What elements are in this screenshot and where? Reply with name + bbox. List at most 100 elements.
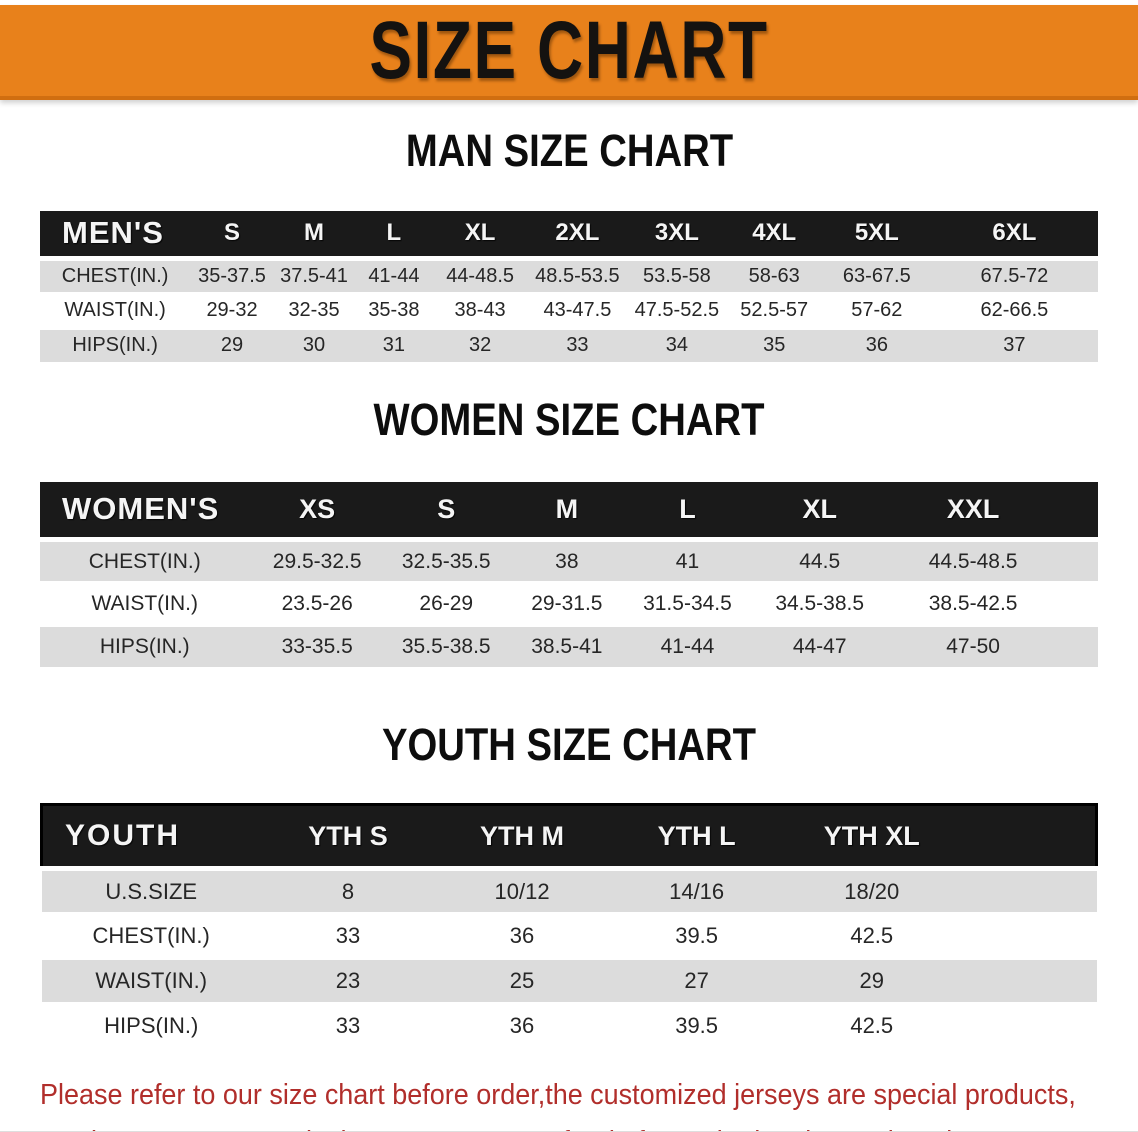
measurement-value: 47.5-52.5 xyxy=(628,293,726,330)
table-header-row: WOMEN'S XS S M L XL XXL xyxy=(40,481,1098,542)
measurement-value: 8 xyxy=(260,868,435,915)
measurement-value: 30 xyxy=(273,328,355,365)
men-size-table: MEN'S S M L XL 2XL 3XL 4XL 5XL 6XL CHEST(IN.) 35-37… xyxy=(40,211,1098,365)
size-column-header: 4XL xyxy=(725,211,823,261)
measurement-value: 36 xyxy=(435,913,610,960)
measurement-value: 32 xyxy=(433,328,527,365)
size-column-header: XL xyxy=(433,211,527,261)
women-section-heading-text: WOMEN SIZE CHART xyxy=(373,393,765,445)
measurement-value: 39.5 xyxy=(609,1003,785,1050)
footer-note: Please refer to our size chart before or… xyxy=(0,1072,1138,1132)
table-row: WAIST(IN.) 29-32 32-35 35-38 38-43 43-47.5 47.… xyxy=(40,293,1098,330)
women-size-table-wrap: WOMEN'S XS S M L XL XXL CHEST(IN.) 29.5-32.5 32.5… xyxy=(0,481,1138,670)
spacer-cell xyxy=(959,868,1097,915)
spacer-cell xyxy=(1055,582,1098,627)
spacer-cell xyxy=(1055,539,1098,584)
measurement-value: 31.5-34.5 xyxy=(626,582,749,627)
measurement-label: CHEST(IN.) xyxy=(41,913,261,960)
measurement-value: 33 xyxy=(260,1003,435,1050)
measurement-value: 35 xyxy=(725,328,823,365)
spacer-cell xyxy=(1055,625,1098,670)
measurement-value: 43-47.5 xyxy=(526,293,629,330)
size-column-header: XL xyxy=(748,481,891,542)
table-title-cell: MEN'S xyxy=(40,211,191,261)
measurement-value: 35.5-38.5 xyxy=(384,625,508,670)
table-row: CHEST(IN.) 35-37.5 37.5-41 41-44 44-48.5 48.5… xyxy=(40,258,1098,295)
table-row: WAIST(IN.) 23 25 27 29 xyxy=(41,958,1097,1005)
measurement-label: WAIST(IN.) xyxy=(40,582,250,627)
footer-note-line-2: we don't accept cancel, change, teturn o… xyxy=(40,1119,1061,1132)
measurement-label: WAIST(IN.) xyxy=(40,293,191,330)
table-header-row: MEN'S S M L XL 2XL 3XL 4XL 5XL 6XL xyxy=(40,211,1098,261)
size-column-header: XS xyxy=(249,481,385,542)
size-column-header: M xyxy=(507,481,627,542)
measurement-value: 67.5-72 xyxy=(930,258,1098,295)
size-column-header: YTH XL xyxy=(784,804,960,871)
table-row: HIPS(IN.) 29 30 31 32 33 34 35 36 37 xyxy=(40,328,1098,365)
man-section-heading-text: MAN SIZE CHART xyxy=(405,125,733,176)
measurement-value: 25 xyxy=(435,958,610,1005)
measurement-value: 41-44 xyxy=(354,258,434,295)
measurement-value: 44-47 xyxy=(748,625,891,670)
youth-size-chart-section: YOUTH SIZE CHART YOUTH YTH S YTH M YTH L YTH… xyxy=(0,720,1138,1050)
footer-note-line-1: Please refer to our size chart before or… xyxy=(40,1079,1076,1111)
measurement-value: 32-35 xyxy=(273,293,355,330)
measurement-value: 23 xyxy=(260,958,435,1005)
measurement-label: CHEST(IN.) xyxy=(40,258,191,295)
measurement-value: 35-38 xyxy=(354,293,434,330)
size-column-header: XXL xyxy=(890,481,1056,542)
measurement-value: 44-48.5 xyxy=(433,258,527,295)
measurement-value: 52.5-57 xyxy=(725,293,823,330)
women-size-table: WOMEN'S XS S M L XL XXL CHEST(IN.) 29.5-32.5 32.5… xyxy=(40,481,1098,670)
spacer-cell xyxy=(959,913,1097,960)
table-row: U.S.SIZE 8 10/12 14/16 18/20 xyxy=(41,868,1097,915)
table-row: HIPS(IN.) 33 36 39.5 42.5 xyxy=(41,1003,1097,1050)
measurement-value: 58-63 xyxy=(725,258,823,295)
measurement-value: 42.5 xyxy=(784,1003,960,1050)
measurement-value: 33 xyxy=(526,328,629,365)
measurement-value: 23.5-26 xyxy=(249,582,385,627)
spacer-cell xyxy=(1055,481,1098,542)
measurement-value: 29-32 xyxy=(190,293,274,330)
measurement-value: 37 xyxy=(930,328,1098,365)
measurement-value: 35-37.5 xyxy=(190,258,274,295)
table-title-cell: WOMEN'S xyxy=(40,481,250,542)
size-column-header: L xyxy=(354,211,434,261)
youth-section-heading: YOUTH SIZE CHART xyxy=(0,720,1138,781)
measurement-value: 39.5 xyxy=(609,913,785,960)
measurement-value: 29.5-32.5 xyxy=(249,539,385,584)
youth-size-table-wrap: YOUTH YTH S YTH M YTH L YTH XL U.S.SIZE 8 10/12… xyxy=(0,803,1138,1050)
women-size-chart-section: WOMEN SIZE CHART WOMEN'S XS S M L XL XXL CHEST(… xyxy=(0,393,1138,670)
measurement-value: 44.5 xyxy=(748,539,891,584)
man-section-heading: MAN SIZE CHART xyxy=(0,126,1138,187)
measurement-value: 14/16 xyxy=(609,868,785,915)
measurement-value: 41-44 xyxy=(626,625,749,670)
measurement-value: 38.5-41 xyxy=(507,625,627,670)
measurement-value: 32.5-35.5 xyxy=(384,539,508,584)
size-column-header: 6XL xyxy=(930,211,1098,261)
women-section-heading: WOMEN SIZE CHART xyxy=(0,393,1138,456)
youth-size-table: YOUTH YTH S YTH M YTH L YTH XL U.S.SIZE 8 10/12… xyxy=(40,803,1098,1050)
man-size-chart-section: MAN SIZE CHART MEN'S S M L XL 2XL 3XL 4XL 5XL 6XL… xyxy=(0,126,1138,365)
table-row: WAIST(IN.) 23.5-26 26-29 29-31.5 31.5-34.5 34… xyxy=(40,582,1098,627)
measurement-value: 36 xyxy=(822,328,931,365)
table-row: CHEST(IN.) 29.5-32.5 32.5-35.5 38 41 44.5 44.5… xyxy=(40,539,1098,584)
measurement-value: 18/20 xyxy=(784,868,960,915)
measurement-value: 38.5-42.5 xyxy=(890,582,1056,627)
measurement-value: 53.5-58 xyxy=(628,258,726,295)
table-row: CHEST(IN.) 33 36 39.5 42.5 xyxy=(41,913,1097,960)
measurement-value: 33 xyxy=(260,913,435,960)
spacer-cell xyxy=(959,804,1097,871)
measurement-value: 27 xyxy=(609,958,785,1005)
measurement-value: 34.5-38.5 xyxy=(748,582,891,627)
measurement-value: 31 xyxy=(354,328,434,365)
measurement-value: 42.5 xyxy=(784,913,960,960)
measurement-value: 37.5-41 xyxy=(273,258,355,295)
spacer-cell xyxy=(959,1003,1097,1050)
measurement-value: 44.5-48.5 xyxy=(890,539,1056,584)
measurement-label: HIPS(IN.) xyxy=(40,328,191,365)
size-column-header: M xyxy=(273,211,355,261)
measurement-value: 10/12 xyxy=(435,868,610,915)
measurement-value: 29 xyxy=(190,328,274,365)
measurement-value: 38-43 xyxy=(433,293,527,330)
